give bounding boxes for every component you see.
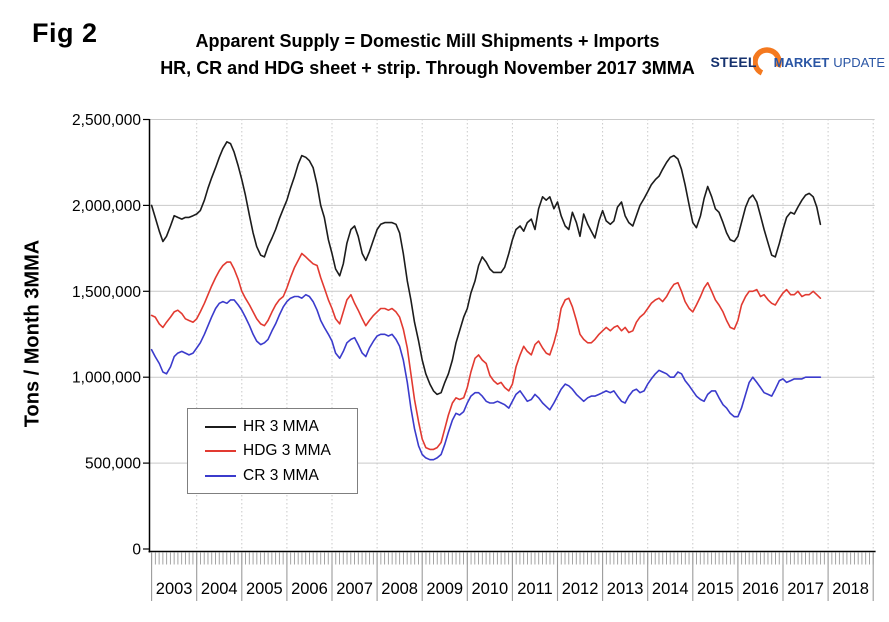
svg-text:2006: 2006: [291, 580, 328, 598]
legend-item-hr: HR 3 MMA: [188, 418, 357, 436]
figure-number: Fig 2: [32, 18, 98, 48]
svg-text:2004: 2004: [201, 580, 238, 598]
legend-item-hdg: HDG 3 MMA: [188, 442, 357, 460]
line-hr-3-mma: [150, 141, 822, 396]
hdg-line-swatch: [205, 450, 236, 452]
y-tick-labels: 0 500,000 1,000,000 1,500,000 2,000,000 2,500…: [72, 112, 141, 559]
chart-title-line-2: HR, CR and HDG sheet + strip. Through No…: [160, 58, 695, 78]
svg-text:2010: 2010: [471, 580, 508, 598]
y-ticks: [143, 118, 150, 550]
chart-title-line-1: Apparent Supply = Domestic Mill Shipment…: [195, 31, 660, 51]
svg-text:2017: 2017: [787, 580, 824, 598]
cr-line-swatch: [205, 474, 236, 477]
axes: [148, 119, 876, 553]
svg-text:2015: 2015: [697, 580, 734, 598]
hr-line-swatch: [205, 425, 236, 428]
svg-text:2011: 2011: [517, 580, 552, 598]
svg-text:2003: 2003: [156, 580, 193, 598]
monthly-minor-ticks: [151, 552, 874, 565]
svg-text:2,000,000: 2,000,000: [72, 198, 141, 215]
chart-title-block: Apparent Supply = Domestic Mill Shipment…: [95, 28, 760, 82]
line-hdg-3-mma: [150, 252, 822, 451]
svg-text:2005: 2005: [246, 580, 283, 598]
svg-text:1,000,000: 1,000,000: [72, 370, 141, 387]
legend-label-cr: CR 3 MMA: [243, 466, 319, 484]
svg-text:2016: 2016: [742, 580, 779, 598]
svg-text:2,500,000: 2,500,000: [72, 112, 141, 129]
legend-label-hr: HR 3 MMA: [243, 417, 319, 435]
year-separators: [151, 552, 874, 601]
svg-text:2014: 2014: [652, 580, 689, 598]
line-cr-3-mma: [150, 293, 822, 461]
legend-label-hdg: HDG 3 MMA: [243, 442, 331, 459]
steel-market-update-logo: STEEL MARKET UPDATE: [710, 44, 885, 80]
crescent-icon: [752, 47, 782, 77]
svg-text:1,500,000: 1,500,000: [72, 284, 141, 301]
chart-legend: HR 3 MMA HDG 3 MMA CR 3 MMA: [187, 408, 358, 494]
x-tick-labels: 2003 2004 2005 2006 2007 2008 2009 2010 2011 2012…: [156, 580, 869, 598]
svg-text:2013: 2013: [607, 580, 644, 598]
svg-text:2012: 2012: [562, 580, 599, 598]
legend-item-cr: CR 3 MMA: [188, 467, 357, 485]
logo-word-update: UPDATE: [833, 54, 885, 70]
svg-text:2007: 2007: [336, 580, 373, 598]
logo-word-market: MARKET: [773, 54, 830, 70]
svg-text:0: 0: [132, 542, 141, 559]
svg-text:2009: 2009: [426, 580, 463, 598]
logo-word-steel: STEEL: [710, 54, 757, 70]
series-lines: [150, 141, 822, 461]
svg-text:2008: 2008: [381, 580, 418, 598]
svg-text:500,000: 500,000: [85, 456, 141, 473]
svg-text:2018: 2018: [832, 580, 869, 598]
